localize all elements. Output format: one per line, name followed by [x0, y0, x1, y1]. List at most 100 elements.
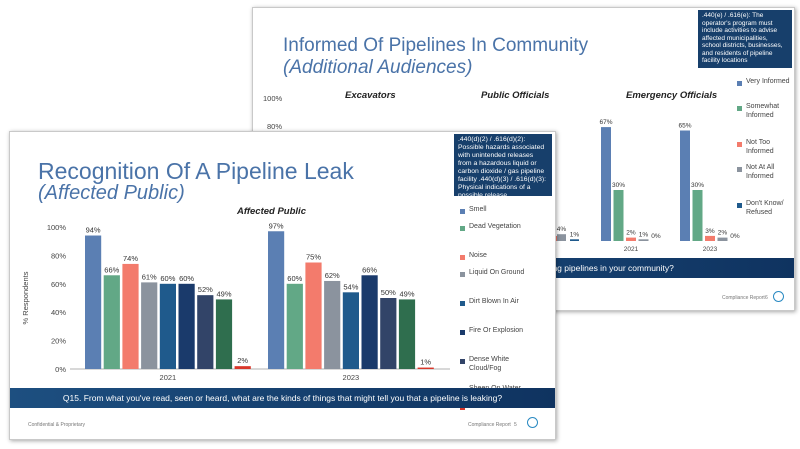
- front-legend: Smell Dead Vegetation Noise Liquid On Groun…: [460, 204, 550, 410]
- data-label: 67%: [599, 119, 612, 126]
- bar-dirt-blown-in-air: [159, 283, 176, 369]
- legend-label: Somewhat Informed: [746, 103, 780, 119]
- data-label: 66%: [104, 265, 119, 274]
- data-label: 1%: [570, 231, 580, 238]
- data-label: 0%: [651, 233, 661, 240]
- legend-label: Dead Vegetation: [469, 223, 521, 230]
- page-number: 6: [765, 295, 768, 301]
- footer-confidential: Confidential & Proprietary: [28, 422, 85, 428]
- legend-swatch: [737, 81, 742, 86]
- bar-liquid-on-ground: [141, 282, 158, 369]
- bar-not-at-all-informed: [717, 237, 728, 241]
- data-label: 49%: [399, 289, 414, 298]
- data-label: 66%: [362, 265, 377, 274]
- panel-title-public-officials: Public Officials: [481, 90, 550, 101]
- bar-somewhat-informed: [692, 190, 703, 241]
- data-label: 54%: [343, 282, 358, 291]
- legend-label: Noise: [469, 252, 487, 259]
- legend-label: Very Informed: [746, 78, 790, 85]
- data-label: 60%: [160, 274, 175, 283]
- bar-smell: [85, 235, 102, 369]
- legend-swatch: [460, 209, 465, 214]
- question-banner: Q15. From what you've read, seen or hear…: [10, 388, 555, 408]
- legend-label: Not At All Informed: [746, 164, 775, 180]
- legend-label: Smell: [469, 206, 487, 213]
- y-tick-label: 0%: [55, 365, 66, 374]
- bar-sheen-on-water: [215, 299, 233, 369]
- x-tick-label: 2021: [160, 373, 177, 382]
- page-number: 5: [514, 422, 517, 428]
- legend-swatch: [460, 255, 465, 260]
- legend-label: Don't Know/ Refused: [746, 200, 784, 216]
- legend-swatch: [737, 106, 742, 111]
- legend-label: Fire Or Explosion: [469, 327, 524, 334]
- bar-sheen-on-water: [398, 299, 416, 369]
- data-label: 50%: [381, 288, 396, 297]
- data-label: 1%: [420, 358, 431, 367]
- footer-report: Compliance Report: [468, 422, 511, 428]
- company-logo-icon: [773, 291, 784, 302]
- data-label: 3%: [705, 228, 715, 235]
- bar-very-informed: [680, 130, 690, 241]
- y-tick-label: 80%: [267, 122, 283, 131]
- bar-not-at-all-informed: [638, 239, 649, 241]
- y-tick-label: 100%: [263, 94, 283, 103]
- legend-swatch: [737, 142, 742, 147]
- y-tick-label: 40%: [51, 308, 66, 317]
- bar-not-too-informed: [626, 237, 636, 241]
- data-label: 60%: [287, 274, 302, 283]
- data-label: 62%: [325, 271, 340, 280]
- panel-title-emergency-officials: Emergency Officials: [626, 90, 718, 101]
- legend-swatch: [460, 226, 465, 231]
- regulation-note: .440(e) / .616(e): The operator's progra…: [698, 10, 792, 68]
- front-slide: Recognition Of A Pipeline Leak (Affected…: [9, 131, 556, 440]
- data-label: 30%: [691, 182, 704, 189]
- y-tick-label: 60%: [51, 280, 66, 289]
- back-slide: Informed Of Pipelines In Community (Addi…: [252, 7, 795, 311]
- data-label: 75%: [306, 253, 321, 262]
- bar-somewhat-informed: [613, 190, 624, 241]
- legend-label: Not Too Informed: [746, 139, 774, 155]
- bar-very-informed: [601, 127, 611, 241]
- bar-dead-vegetation: [286, 283, 303, 369]
- bar-fire-or-explosion: [178, 283, 195, 369]
- data-label: 61%: [142, 272, 157, 281]
- y-axis-label: % Respondents: [21, 271, 30, 324]
- data-label: 49%: [216, 289, 231, 298]
- slide-subtitle: (Affected Public): [38, 182, 185, 204]
- y-tick-label: 80%: [51, 251, 66, 260]
- chart-title: Affected Public: [237, 206, 306, 217]
- bar-partial: [570, 239, 579, 241]
- data-label: 74%: [123, 254, 138, 263]
- legend-label: Dense White Cloud/Fog: [469, 356, 510, 372]
- recognition-chart: 0% 20% 40% 60% 80% 100% % Respondents 94% 66% 74%…: [21, 221, 450, 382]
- bar-dirt-blown-in-air: [342, 292, 359, 369]
- bar-fire-or-explosion: [361, 275, 378, 369]
- y-tick-label: 20%: [51, 337, 66, 346]
- legend-swatch: [737, 167, 742, 172]
- legend-swatch: [460, 301, 465, 306]
- slide-subtitle: (Additional Audiences): [283, 57, 473, 78]
- regulation-note: .440(d)(2) / .616(d)(2): Possible hazard…: [454, 134, 552, 199]
- data-label: 30%: [612, 182, 625, 189]
- slide-title: Informed Of Pipelines In Community: [283, 35, 589, 56]
- legend-swatch: [737, 203, 742, 208]
- legend-swatch: [460, 359, 465, 364]
- footer-report: Compliance Report: [722, 295, 765, 301]
- bar-partial: [557, 234, 566, 241]
- data-label: 97%: [269, 221, 284, 230]
- data-label: 0%: [730, 233, 740, 240]
- data-label: 60%: [179, 274, 194, 283]
- x-tick-label: 2023: [703, 246, 718, 253]
- y-tick-label: 100%: [47, 223, 67, 232]
- panel-title-excavators: Excavators: [345, 90, 396, 101]
- company-logo-icon: [527, 417, 538, 428]
- slide-title: Recognition Of A Pipeline Leak: [38, 158, 354, 184]
- data-label: 4%: [557, 226, 567, 233]
- data-label: 2%: [237, 356, 248, 365]
- data-label: 2%: [718, 230, 728, 237]
- data-label: 94%: [86, 226, 101, 235]
- bar-not-too-informed: [705, 235, 715, 241]
- data-label: 65%: [678, 123, 691, 130]
- data-label: 1%: [639, 231, 649, 238]
